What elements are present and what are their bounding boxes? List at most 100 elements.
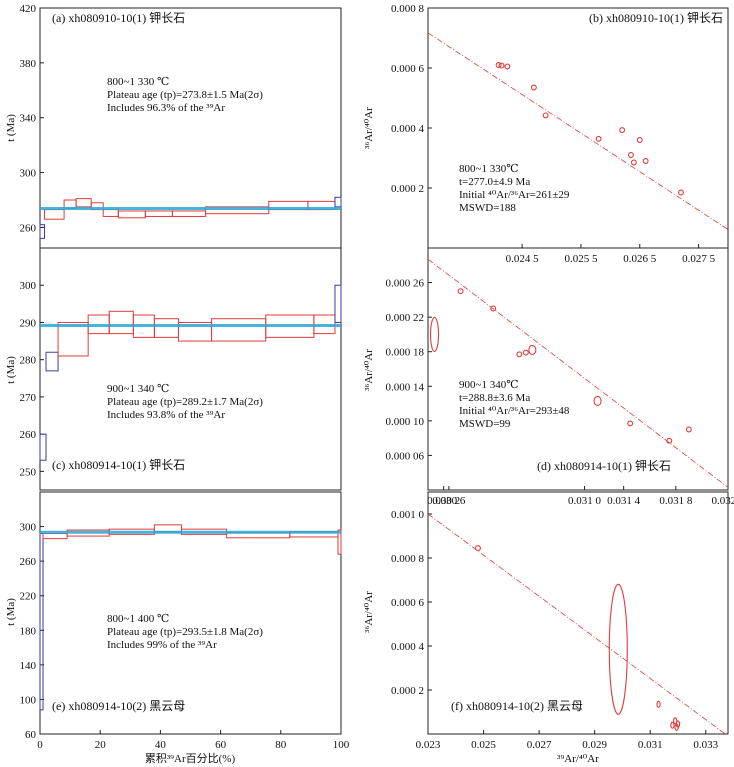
panel-d-ytick-label: 0.000 14 [386, 381, 425, 393]
panel-b-xtick-label: 0.024 5 [506, 253, 540, 265]
panel-c-step-0 [39, 433, 47, 461]
panel-c-frame [39, 247, 342, 491]
panel-a-temp-range: 800~1 330 ℃ [107, 76, 169, 88]
panel-d-isochron-line [428, 258, 728, 488]
plateau-x-axis-label: 累积³⁹Ar百分比(%) [145, 752, 236, 765]
panel-a-ytick-label: 260 [20, 222, 37, 234]
panel-d-point-3 [516, 351, 523, 358]
panel-b-point-11 [677, 189, 684, 196]
panel-b-point-5 [595, 135, 602, 142]
panel-e-xtick-label: 20 [95, 739, 107, 751]
panel-e-ytick-label: 60 [25, 729, 37, 741]
panel-c-temp-range: 900~1 340 ℃ [107, 383, 169, 395]
panel-f-title: (f) xh080914-10(2) 黑云母 [451, 699, 583, 713]
panel-f-frame [427, 491, 729, 735]
panel-a-title: (a) xh080910-10(1) 钾长石 [52, 11, 185, 25]
iso-y-label-f: ³⁶Ar/⁴⁰Ar [363, 591, 375, 633]
panel-a-step-12 [334, 196, 342, 208]
panel-d-point-2 [429, 316, 440, 352]
panel-c-step-2 [57, 321, 89, 357]
panel-f-ytick-label: 0.001 0 [391, 509, 425, 521]
panel-e-xtick-label: 0 [37, 739, 43, 751]
panel-b-point-4 [542, 112, 549, 119]
panel-b-point-6 [619, 127, 626, 134]
panel-d-ytick-label: 0.000 26 [386, 278, 425, 290]
panel-e-xtick-label: 60 [215, 739, 227, 751]
panel-a-ytick-label: 300 [20, 168, 37, 180]
panel-b-point-9 [642, 158, 649, 164]
panel-a-step-0 [39, 224, 46, 239]
panel-b-point-2 [504, 63, 511, 70]
panel-c-ytick-label: 290 [20, 317, 37, 329]
panel-d-xtick-label: 0.031 0 [568, 495, 602, 507]
panel-b-ytick-label: 0.000 6 [391, 63, 425, 75]
panel-d-point-9 [685, 426, 692, 433]
panel-b-xtick-label: 0.026 5 [623, 253, 657, 265]
iso-y-label-d: ³⁶Ar/⁴⁰Ar [363, 349, 375, 391]
panel-a-ytick-label: 340 [20, 113, 37, 125]
plateau-y-label-a: t (Ma) [5, 114, 17, 142]
panel-c-step-11 [334, 284, 342, 323]
panel-d-point-6 [593, 395, 602, 407]
panel-f-ytick-label: 0.000 8 [391, 553, 425, 565]
panel-c-ytick-label: 250 [20, 466, 37, 478]
panel-a-step-9 [205, 206, 270, 215]
panel-d-point-5 [528, 344, 537, 356]
panel-b-point-10 [636, 137, 643, 143]
panel-e-temp-range: 800~1 400 ℃ [107, 613, 169, 625]
panel-d-point-0 [457, 288, 464, 295]
panel-b-point-0 [495, 62, 502, 68]
panel-c-ytick-label: 260 [20, 429, 37, 441]
panel-b-temp-range: 800~1 330℃ [459, 163, 519, 175]
panel-d-title: (d) xh080914-10(1) 钾长石 [537, 459, 671, 473]
panel-c-ytick-label: 280 [20, 355, 37, 367]
panel-c-ytick-label: 270 [20, 392, 37, 404]
panel-f-point-6 [675, 720, 681, 728]
panel-d-initial-ratio: Initial ⁴⁰Ar/³⁶Ar=293±48 [459, 405, 570, 417]
panel-e-ytick-label: 140 [20, 660, 37, 672]
panel-d-point-4 [522, 349, 529, 356]
panel-a-ytick-label: 380 [20, 58, 37, 70]
panel-d-temp-range: 900~1 340℃ [459, 379, 519, 391]
panel-f-xtick-label: 0.023 [416, 739, 441, 751]
panel-d-xtick-label: 0.031 8 [659, 495, 693, 507]
panel-e-step-8 [337, 529, 342, 555]
panel-d-point-8 [666, 437, 673, 444]
panel-f-ytick-label: 0.000 6 [391, 597, 425, 609]
panel-b-point-1 [498, 62, 505, 69]
panel-a-includes: Includes 96.3% of the ³⁹Ar [107, 102, 225, 114]
panel-f-xtick-label: 0.033 [693, 739, 718, 751]
panel-b-point-7 [627, 152, 634, 158]
panel-f-xtick-label: 0.025 [471, 739, 496, 751]
panel-f-point-0 [475, 545, 481, 552]
panel-e-ytick-label: 300 [20, 522, 37, 534]
plot-layer: 260 300 340 380 420 250 260 270 280 290 300 60 100 14… [20, 3, 734, 751]
panel-a-ytick-label: 420 [20, 3, 37, 15]
panel-d-ytick-label: 0.000 22 [386, 312, 425, 324]
panel-c-step-1 [45, 351, 59, 372]
plateau-y-label-e: t (Ma) [5, 598, 17, 626]
panel-c-plateau-age: Plateau age (tp)=289.2±1.7 Ma(2σ) [107, 396, 263, 408]
panel-b-xtick-label: 0.027 5 [682, 253, 716, 265]
panel-e-xtick-label: 80 [275, 739, 287, 751]
panel-b-age: t=277.0±4.9 Ma [459, 176, 530, 188]
panel-d-age: t=288.8±3.6 Ma [459, 392, 530, 404]
panel-f-xtick-label: 0.029 [582, 739, 607, 751]
panel-d-point-1 [490, 305, 497, 312]
panel-d-xtick-label: 0.031 4 [607, 495, 641, 507]
panel-b-initial-ratio: Initial ⁴⁰Ar/³⁶Ar=261±29 [459, 189, 570, 201]
panel-c-includes: Includes 93.8% of the ³⁹Ar [107, 409, 225, 421]
iso-y-label-b: ³⁶Ar/⁴⁰Ar [363, 107, 375, 149]
panel-e-xtick-label: 100 [333, 739, 350, 751]
plateau-y-label-c: t (Ma) [5, 356, 17, 384]
panel-f-xtick-label: 0.027 [527, 739, 552, 751]
panel-f-isochron-line [428, 513, 726, 734]
panel-d-mswd: MSWD=99 [459, 418, 511, 430]
panel-e-xtick-label: 40 [155, 739, 167, 751]
panel-e-title: (e) xh080914-10(2) 黑云母 [52, 699, 185, 713]
panel-d-frame [427, 247, 729, 491]
panel-c-title: (c) xh080914-10(1) 钾长石 [52, 458, 185, 472]
panel-b-xtick-label: 0.025 5 [564, 253, 598, 265]
panel-f-point-3 [670, 721, 675, 729]
